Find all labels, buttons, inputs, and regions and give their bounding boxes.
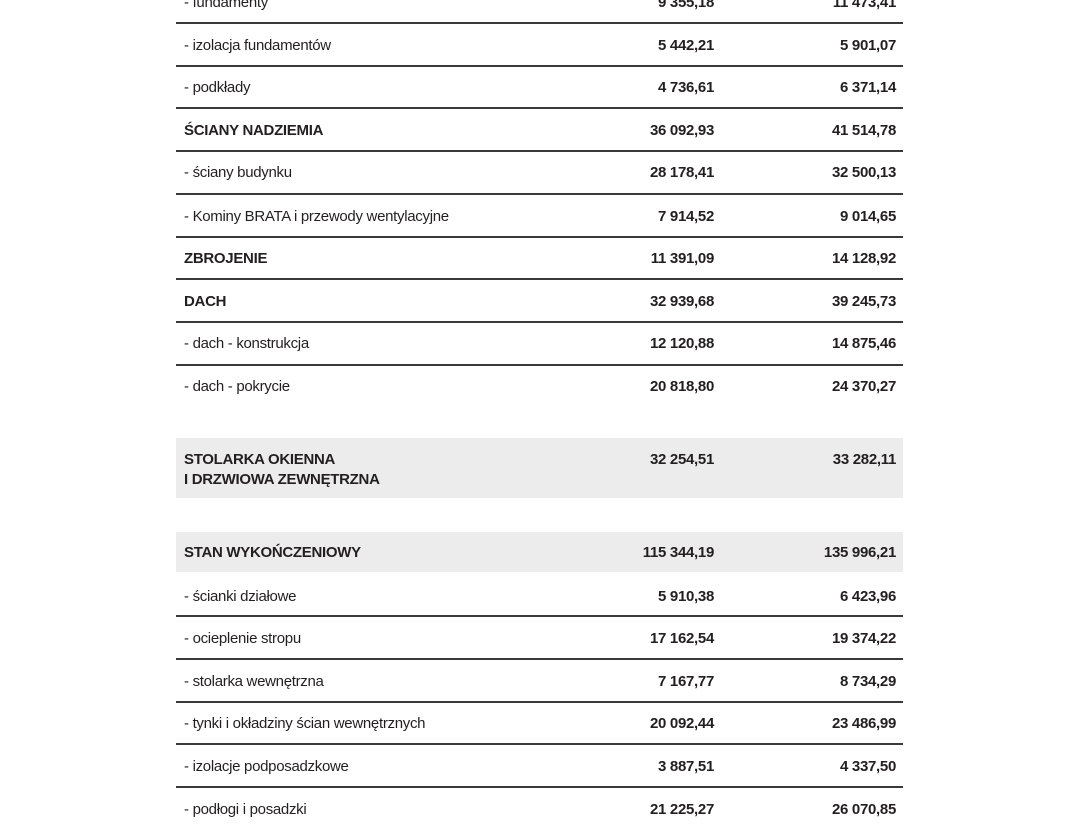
value-col-1: 20 818,80 bbox=[649, 378, 714, 395]
value-col-2: 24 370,27 bbox=[831, 378, 896, 395]
row-label: - ściany budynku bbox=[184, 164, 292, 181]
row-label: DACH bbox=[184, 293, 227, 310]
value-col-2: 14 875,46 bbox=[831, 335, 896, 352]
value-col-2: 41 514,78 bbox=[831, 122, 896, 139]
value-col-2: 39 245,73 bbox=[831, 293, 896, 310]
row-label: - ścianki działowe bbox=[184, 588, 297, 605]
value-col-1: 12 120,88 bbox=[649, 335, 714, 352]
table-row: - podkłady 4 736,61 6 371,14 bbox=[176, 66, 903, 109]
value-col-1: 28 178,41 bbox=[649, 164, 714, 181]
value-col-2: 23 486,99 bbox=[831, 715, 896, 732]
table-row: - dach - pokrycie 20 818,80 24 370,27 bbox=[176, 366, 903, 406]
row-label: - izolacja fundamentów bbox=[184, 37, 331, 54]
value-col-2: 9 014,65 bbox=[840, 208, 896, 225]
row-label: - tynki i okładziny ścian wewnętrznych bbox=[184, 715, 426, 732]
value-col-2: 33 282,11 bbox=[832, 451, 897, 468]
row-label: - dach - konstrukcja bbox=[184, 335, 309, 352]
section-row: STOLARKA OKIENNA I DRZWIOWA ZEWNĘTRZNA 32… bbox=[176, 438, 903, 498]
value-col-1: 9 355,18 bbox=[658, 0, 714, 11]
row-label: - fundamenty bbox=[184, 0, 268, 11]
value-col-1: 11 391,09 bbox=[650, 250, 715, 267]
value-col-1: 36 092,93 bbox=[649, 122, 714, 139]
value-col-1: 3 887,51 bbox=[658, 758, 714, 775]
row-label: ŚCIANY NADZIEMIA bbox=[184, 122, 324, 139]
value-col-1: 5 442,21 bbox=[658, 37, 714, 54]
table-row: - ściany budynku 28 178,41 32 500,13 bbox=[176, 151, 903, 195]
row-label: - dach - pokrycie bbox=[184, 378, 290, 395]
row-label: STOLARKA OKIENNA I DRZWIOWA ZEWNĘTRZNA bbox=[184, 451, 380, 488]
value-col-2: 5 901,07 bbox=[840, 37, 896, 54]
value-col-1: 7 914,52 bbox=[658, 208, 714, 225]
table-row: - podłogi i posadzki 21 225,27 26 070,85 bbox=[176, 789, 903, 829]
value-col-2: 14 128,92 bbox=[831, 250, 896, 267]
value-col-2: 6 423,96 bbox=[840, 588, 896, 605]
table-row: - dach - konstrukcja 12 120,88 14 875,46 bbox=[176, 322, 903, 366]
row-label: ZBROJENIE bbox=[184, 250, 268, 267]
section-row: DACH 32 939,68 39 245,73 bbox=[176, 280, 903, 323]
value-col-1: 32 254,51 bbox=[649, 451, 714, 468]
row-label: - podłogi i posadzki bbox=[184, 801, 307, 818]
value-col-2: 4 337,50 bbox=[840, 758, 896, 775]
row-label: - ocieplenie stropu bbox=[184, 630, 301, 647]
value-col-1: 4 736,61 bbox=[658, 79, 714, 96]
row-label: - izolacje podposadzkowe bbox=[184, 758, 349, 775]
table-row: - fundamenty 9 355,18 11 473,41 bbox=[176, 0, 903, 24]
table-row: - izolacje podposadzkowe 3 887,51 4 337,50 bbox=[176, 745, 903, 788]
value-col-1: 32 939,68 bbox=[649, 293, 714, 310]
table-row: - ocieplenie stropu 17 162,54 19 374,22 bbox=[176, 617, 903, 660]
section-row: STAN WYKOŃCZENIOWY 115 344,19 135 996,21 bbox=[176, 532, 903, 572]
row-label: - Kominy BRATA i przewody wentylacyjne bbox=[184, 208, 449, 225]
value-col-2: 19 374,22 bbox=[831, 630, 896, 647]
value-col-1: 7 167,77 bbox=[658, 673, 714, 690]
value-col-2: 8 734,29 bbox=[840, 673, 896, 690]
section-row: ŚCIANY NADZIEMIA 36 092,93 41 514,78 bbox=[176, 109, 903, 152]
table-row: - izolacja fundamentów 5 442,21 5 901,07 bbox=[176, 24, 903, 67]
value-col-2: 135 996,21 bbox=[823, 544, 896, 561]
row-label: - stolarka wewnętrzna bbox=[184, 673, 324, 690]
value-col-1: 20 092,44 bbox=[649, 715, 714, 732]
table-row: - stolarka wewnętrzna 7 167,77 8 734,29 bbox=[176, 660, 903, 703]
value-col-1: 17 162,54 bbox=[649, 630, 714, 647]
value-col-2: 6 371,14 bbox=[840, 79, 896, 96]
row-label: - podkłady bbox=[184, 79, 251, 96]
table-row: - Kominy BRATA i przewody wentylacyjne 7 … bbox=[176, 195, 903, 238]
value-col-2: 11 473,41 bbox=[832, 0, 897, 11]
table-row: - tynki i okładziny ścian wewnętrznych 20… bbox=[176, 702, 903, 745]
value-col-1: 5 910,38 bbox=[658, 588, 714, 605]
value-col-1: 115 344,19 bbox=[642, 544, 715, 561]
value-col-2: 32 500,13 bbox=[831, 164, 896, 181]
table-row: - ścianki działowe 5 910,38 6 423,96 bbox=[176, 576, 903, 617]
row-label: STAN WYKOŃCZENIOWY bbox=[184, 544, 361, 561]
value-col-2: 26 070,85 bbox=[831, 801, 896, 818]
value-col-1: 21 225,27 bbox=[649, 801, 714, 818]
section-row: ZBROJENIE 11 391,09 14 128,92 bbox=[176, 237, 903, 280]
